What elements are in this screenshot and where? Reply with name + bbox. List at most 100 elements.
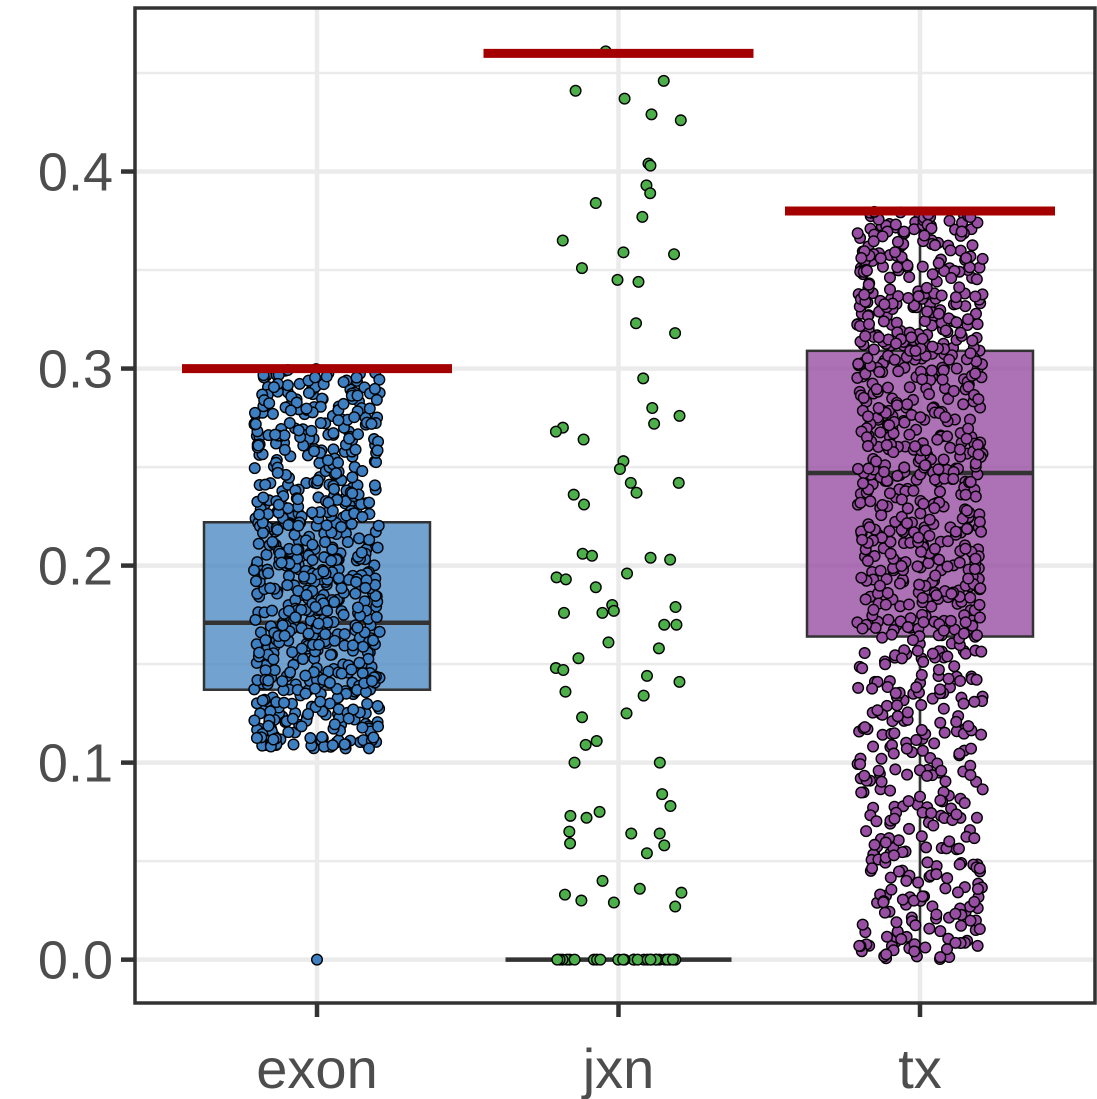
data-point bbox=[922, 557, 935, 570]
data-point bbox=[870, 455, 883, 468]
data-point bbox=[885, 628, 898, 641]
data-point bbox=[856, 622, 869, 635]
data-point bbox=[911, 560, 924, 573]
data-point bbox=[906, 634, 919, 647]
data-point bbox=[968, 832, 981, 845]
data-point bbox=[867, 603, 880, 616]
data-point bbox=[630, 317, 643, 330]
data-point bbox=[267, 733, 280, 746]
data-point bbox=[266, 407, 279, 420]
data-point bbox=[291, 493, 304, 506]
data-point bbox=[917, 497, 930, 510]
data-point bbox=[898, 461, 911, 474]
data-point bbox=[284, 404, 297, 417]
data-point bbox=[915, 699, 928, 712]
data-point bbox=[970, 811, 983, 824]
data-point bbox=[669, 600, 682, 613]
data-point bbox=[355, 546, 368, 559]
data-point bbox=[367, 634, 380, 647]
data-point bbox=[856, 918, 869, 931]
data-point bbox=[668, 248, 681, 261]
data-point bbox=[351, 601, 364, 614]
data-point bbox=[326, 504, 339, 517]
data-point bbox=[941, 560, 954, 573]
data-point bbox=[896, 893, 909, 906]
data-point bbox=[898, 416, 911, 429]
data-point bbox=[621, 567, 634, 580]
data-point bbox=[934, 716, 947, 729]
data-point bbox=[935, 289, 948, 302]
data-point bbox=[314, 695, 327, 708]
data-point bbox=[964, 769, 977, 782]
x-tick-label: tx bbox=[898, 1037, 942, 1099]
data-point bbox=[888, 353, 901, 366]
data-point bbox=[907, 484, 920, 497]
data-point bbox=[673, 675, 686, 688]
data-point bbox=[673, 409, 686, 422]
data-point bbox=[575, 894, 588, 907]
data-point bbox=[589, 197, 602, 210]
data-point bbox=[895, 560, 908, 573]
data-point bbox=[919, 444, 932, 457]
data-point bbox=[664, 553, 677, 566]
data-point bbox=[903, 822, 916, 835]
data-point bbox=[859, 330, 872, 343]
data-point bbox=[326, 543, 339, 556]
data-point bbox=[363, 402, 376, 415]
data-point bbox=[314, 416, 327, 429]
data-point bbox=[359, 581, 372, 594]
data-point bbox=[910, 733, 923, 746]
data-point bbox=[854, 758, 867, 771]
y-tick-label: 0.2 bbox=[38, 537, 113, 597]
data-point bbox=[969, 307, 982, 320]
data-point bbox=[918, 229, 931, 242]
data-point bbox=[568, 953, 581, 966]
data-point bbox=[968, 563, 981, 576]
data-point bbox=[852, 462, 865, 475]
data-point bbox=[372, 519, 385, 532]
data-point bbox=[309, 600, 322, 613]
data-point bbox=[371, 444, 384, 457]
data-point bbox=[934, 925, 947, 938]
data-point bbox=[891, 710, 904, 723]
data-point bbox=[351, 621, 364, 634]
y-axis: 0.0 0.1 0.2 0.3 0.4 bbox=[38, 143, 135, 991]
data-point bbox=[902, 598, 915, 611]
data-point bbox=[309, 371, 322, 384]
data-point bbox=[883, 271, 896, 284]
data-point bbox=[259, 634, 272, 647]
data-point bbox=[283, 416, 296, 429]
data-point bbox=[593, 805, 606, 818]
data-point bbox=[312, 617, 325, 630]
data-point bbox=[876, 498, 889, 511]
data-point bbox=[302, 708, 315, 721]
data-point bbox=[266, 535, 279, 548]
data-point bbox=[577, 433, 590, 446]
data-point bbox=[637, 689, 650, 702]
y-tick-label: 0.0 bbox=[38, 931, 113, 991]
data-point bbox=[932, 463, 945, 476]
data-point bbox=[644, 159, 657, 172]
data-point bbox=[902, 795, 915, 808]
data-point bbox=[913, 790, 926, 803]
data-point bbox=[934, 794, 947, 807]
data-point bbox=[308, 445, 321, 458]
data-point bbox=[953, 747, 966, 760]
data-point bbox=[881, 930, 894, 943]
data-point bbox=[892, 365, 905, 378]
data-point bbox=[960, 252, 973, 265]
data-point bbox=[311, 474, 324, 487]
data-point bbox=[572, 652, 585, 665]
data-point bbox=[920, 841, 933, 854]
data-point bbox=[953, 556, 966, 569]
data-point bbox=[971, 438, 984, 451]
data-point bbox=[648, 417, 661, 430]
data-point bbox=[602, 636, 615, 649]
data-point bbox=[974, 582, 987, 595]
data-point bbox=[314, 400, 327, 413]
data-point bbox=[941, 650, 954, 663]
data-point bbox=[881, 587, 894, 600]
data-point bbox=[957, 627, 970, 640]
data-point bbox=[856, 662, 869, 675]
